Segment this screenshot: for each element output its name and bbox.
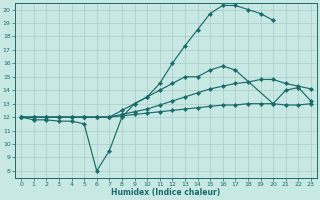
X-axis label: Humidex (Indice chaleur): Humidex (Indice chaleur) — [111, 188, 221, 197]
